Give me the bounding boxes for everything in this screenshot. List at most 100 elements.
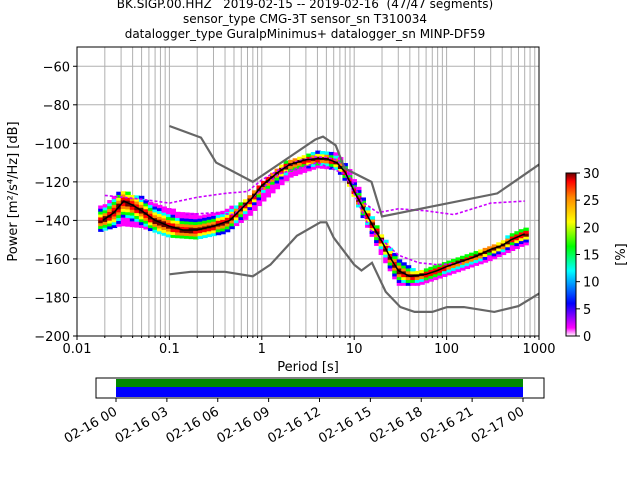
ppsd-density-cell [224, 217, 231, 221]
ppsd-density-cell [270, 187, 276, 191]
ppsd-density-cell [378, 234, 385, 238]
ppsd-density-cell [238, 211, 244, 215]
ppsd-density-cell [129, 220, 136, 225]
ppsd-density-cell [170, 214, 176, 218]
ppsd-density-cell [125, 191, 131, 195]
ppsd-density-cell [125, 200, 131, 204]
ppsd-density-cell [437, 272, 443, 276]
ppsd-density-cell [324, 165, 330, 170]
ppsd-density-cell [98, 208, 104, 212]
ppsd-density-cell [518, 229, 525, 233]
ppsd-density-cell [360, 214, 366, 219]
ppsd-density-cell [224, 214, 231, 218]
ppsd-density-cell [147, 224, 154, 229]
ppsd-density-cell [369, 219, 376, 223]
ppsd-density-cell [265, 176, 271, 181]
ppsd-density-cell [116, 191, 122, 195]
ppsd-density-cell [184, 226, 190, 231]
ppsd-density-cell [166, 219, 172, 223]
ppsd-density-cell [147, 207, 154, 211]
ppsd-density-cell [482, 253, 489, 257]
ppsd-density-cell [206, 228, 213, 232]
ppsd-density-cell [188, 218, 195, 222]
ppsd-density-cell [301, 169, 308, 173]
ppsd-density-cell [184, 215, 190, 219]
colorbar-tick-label: 10 [583, 276, 600, 291]
ppsd-density-cell [482, 259, 489, 263]
ppsd-density-cell [464, 265, 471, 270]
ppsd-density-cell [143, 214, 149, 218]
timeline-tick-label: 02-16 09 [215, 404, 273, 446]
ppsd-density-cell [496, 253, 502, 258]
ppsd-density-cell [147, 221, 154, 226]
ppsd-density-cell [337, 168, 344, 172]
ppsd-density-cell [396, 270, 403, 275]
ppsd-density-cell [274, 185, 281, 190]
ppsd-density-cell [125, 220, 131, 224]
ppsd-density-cell [423, 274, 430, 278]
ppsd-density-cell [500, 251, 507, 256]
ppsd-density-cell [143, 220, 149, 224]
ppsd-density-cell [469, 264, 475, 268]
ppsd-density-cell [206, 216, 213, 220]
ppsd-density-cell [179, 217, 186, 222]
ppsd-density-cell [152, 211, 158, 216]
plot-frame [76, 46, 540, 337]
ppsd-density-cell [460, 255, 466, 260]
ppsd-density-cell [297, 162, 303, 166]
ppsd-density-cell [514, 245, 520, 249]
ppsd-density-cell [179, 212, 186, 216]
ppsd-density-cell [414, 276, 421, 281]
ppsd-density-cell [401, 273, 407, 278]
ppsd-density-cell [328, 166, 335, 170]
ppsd-density-cell [292, 164, 299, 168]
ppsd-density-cell [116, 214, 122, 219]
ppsd-density-cell [107, 211, 113, 215]
ppsd-density-cell [342, 163, 348, 167]
chart-title-line-1: BK.SIGP.00.HHZ 2019-02-15 -- 2019-02-16 … [116, 0, 494, 11]
x-tick-label: 0.1 [159, 342, 180, 357]
ppsd-density-cell [170, 228, 176, 233]
ppsd-density-cell [451, 267, 457, 271]
x-tick-label: 1000 [522, 342, 555, 357]
ppsd-density-cell [518, 240, 525, 245]
ppsd-density-cell [220, 225, 226, 229]
colorbar-label: [%] [614, 243, 629, 266]
colorbar-tick-label: 5 [583, 303, 591, 318]
ppsd-density-cell [270, 181, 276, 185]
ppsd-density-cell [270, 172, 276, 177]
ppsd-density-cell [351, 187, 357, 192]
ppsd-density-cell [301, 163, 308, 168]
ppsd-density-cell [242, 207, 249, 212]
ppsd-density-cell [383, 245, 389, 249]
ppsd-density-cell [265, 194, 271, 198]
ppsd-density-cell [509, 233, 516, 237]
ppsd-density-cell [242, 216, 249, 220]
ppsd-density-cell [107, 220, 113, 224]
timeline-coverage-bar [116, 379, 523, 387]
ppsd-density-cell [138, 201, 145, 205]
ppsd-density-cell [487, 252, 493, 256]
ppsd-density-cell [469, 252, 475, 256]
ppsd-density-cell [518, 237, 525, 242]
ppsd-density-cell [514, 236, 520, 241]
ppsd-density-cell [374, 233, 380, 238]
y-axis-label: Power [m²/s⁴/Hz] [dB] [6, 121, 21, 261]
ppsd-density-cell [98, 214, 104, 218]
timeline-tick-label: 02-16 06 [164, 404, 222, 446]
chart-title-line-3: datalogger_type GuralpMinimus+ datalogge… [124, 27, 486, 41]
ppsd-density-cell [179, 220, 186, 225]
ppsd-density-cell [500, 240, 507, 244]
ppsd-density-cell [365, 221, 371, 225]
ppsd-density-cell [147, 210, 154, 214]
ppsd-density-cell [491, 250, 498, 254]
ppsd-density-cell [297, 156, 303, 161]
timeline-tick-label: 02-16 18 [367, 404, 425, 446]
ppsd-density-cell [374, 225, 380, 229]
ppsd-density-cell [369, 227, 376, 232]
ppsd-density-cell [346, 177, 353, 182]
ppsd-density-cell [251, 198, 258, 203]
ppsd-density-cell [215, 226, 222, 230]
ppsd-density-cell [220, 210, 226, 215]
ppsd-density-cell [337, 159, 344, 164]
